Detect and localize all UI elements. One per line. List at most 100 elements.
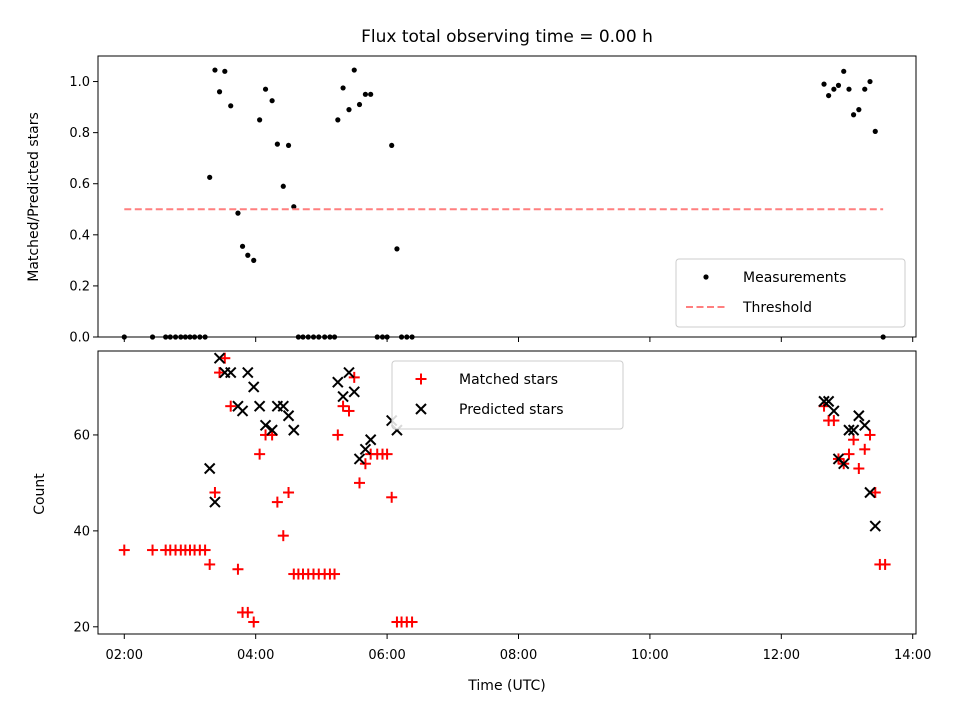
matched-stars-point xyxy=(843,448,855,460)
predicted-stars-point xyxy=(828,405,840,417)
x-tick-label: 06:00 xyxy=(368,648,405,663)
predicted-stars-point xyxy=(209,496,221,508)
matched-stars-point xyxy=(242,606,254,618)
matched-stars-point xyxy=(853,463,865,475)
measurements-point xyxy=(235,210,241,216)
matched-stars-point xyxy=(248,616,260,628)
measurements-point xyxy=(280,183,286,189)
top-panel: 0.0 0.2 0.4 0.6 0.8 1.0 Measurements Threshold xyxy=(69,55,917,346)
measurements-point xyxy=(239,243,246,249)
measurements-legend-marker xyxy=(703,274,709,280)
predicted-stars-point xyxy=(248,381,260,393)
measurements-point xyxy=(340,85,346,91)
predicted-stars-point xyxy=(359,443,372,456)
predicted-stars-point xyxy=(282,410,295,422)
x-tick-label: 04:00 xyxy=(237,648,274,663)
matched-stars-point xyxy=(254,448,266,460)
matched-stars-point xyxy=(359,458,371,470)
predicted-stars-point xyxy=(864,486,876,499)
matched-stars-point xyxy=(859,443,871,455)
matched-stars-point xyxy=(209,487,221,498)
predicted-stars-point xyxy=(348,386,360,398)
matched-stars-point xyxy=(353,477,365,489)
bottom-legend: Matched stars Predicted stars xyxy=(391,360,624,430)
matched-stars-point xyxy=(232,563,244,575)
matched-stars-legend-marker xyxy=(415,373,427,385)
measurements-point xyxy=(368,91,374,97)
predicted-stars-point xyxy=(859,419,871,432)
predicted-stars-point xyxy=(843,424,855,436)
measurements-point xyxy=(228,103,234,109)
predicted-stars-point xyxy=(277,400,289,412)
predicted-stars-point xyxy=(853,410,865,422)
measurements-point xyxy=(389,142,395,149)
predicted-stars-point xyxy=(822,395,835,408)
measurements-point xyxy=(245,252,251,258)
measurements-point xyxy=(207,174,213,180)
matched-stars-point xyxy=(225,400,237,412)
x-tick-label: 08:00 xyxy=(500,648,537,663)
measurements-point xyxy=(251,257,257,263)
measurements-point xyxy=(212,67,218,73)
matched-stars-point xyxy=(348,371,360,383)
predicted-stars-point xyxy=(343,366,355,379)
predicted-stars-point xyxy=(259,419,272,432)
matched-stars-point xyxy=(406,616,418,628)
measurements-point xyxy=(222,68,228,74)
predicted-stars-point xyxy=(332,376,344,388)
predicted-stars-point xyxy=(225,366,237,379)
predicted-stars-point xyxy=(337,390,349,403)
predicted-stars-point xyxy=(288,424,300,436)
matched-stars-point xyxy=(337,400,349,412)
predicted-stars-point xyxy=(847,424,860,436)
matched-stars-point xyxy=(869,487,881,498)
predicted-stars-point xyxy=(838,458,850,470)
x-tick-label: 14:00 xyxy=(894,648,931,663)
matched-stars-point xyxy=(332,429,344,441)
measurements-point xyxy=(394,246,400,252)
measurements-point xyxy=(831,86,837,92)
top-y-tick-label: 0.6 xyxy=(69,177,90,192)
x-tick-label: 12:00 xyxy=(763,648,800,663)
matched-stars-point xyxy=(283,487,295,498)
measurements-point xyxy=(356,101,363,108)
measurements-point xyxy=(262,86,269,92)
predicted-stars-point xyxy=(253,400,266,412)
matched-stars-point xyxy=(271,496,283,508)
measurements-point xyxy=(872,128,878,134)
measurements-point xyxy=(846,86,852,92)
measurements-point xyxy=(257,117,263,123)
measurements-legend-label: Measurements xyxy=(743,270,846,286)
bottom-y-axis-label: Count xyxy=(32,473,48,515)
measurements-point xyxy=(856,107,862,113)
matched-stars-point xyxy=(199,544,211,556)
measurements-point xyxy=(269,98,275,104)
bottom-y-tick-label: 20 xyxy=(73,620,90,635)
measurements-point xyxy=(850,112,857,118)
top-y-axis-label: Matched/Predicted stars xyxy=(26,112,42,282)
measurements-point xyxy=(291,204,297,210)
bottom-plot-frame xyxy=(97,350,917,635)
x-tick-label: 02:00 xyxy=(106,648,143,663)
measurements-point xyxy=(841,68,847,74)
x-tick-label: 10:00 xyxy=(631,648,668,663)
x-axis-label: Time (UTC) xyxy=(467,678,545,694)
measurements-point xyxy=(335,117,341,123)
measurements-point xyxy=(274,141,280,147)
matched-stars-point xyxy=(879,558,891,570)
top-y-tick-label: 1.0 xyxy=(69,75,90,90)
matched-stars-point xyxy=(828,415,840,427)
top-plot-frame xyxy=(97,55,917,338)
predicted-stars-point xyxy=(869,520,881,532)
matched-stars-point xyxy=(118,544,130,556)
matched-stars-point xyxy=(214,367,226,379)
bottom-panel: 20 40 60 02:00 04:00 06:00 08:00 10:00 12:00 14:0… xyxy=(73,350,931,663)
bottom-y-tick-label: 60 xyxy=(73,428,90,443)
measurements-point xyxy=(835,82,842,88)
measurements-point xyxy=(216,89,223,95)
top-legend: Measurements Threshold xyxy=(675,258,906,328)
top-y-tick-label: 0.0 xyxy=(69,331,90,346)
predicted-stars-point xyxy=(203,462,216,475)
matched-stars-point xyxy=(848,434,860,446)
